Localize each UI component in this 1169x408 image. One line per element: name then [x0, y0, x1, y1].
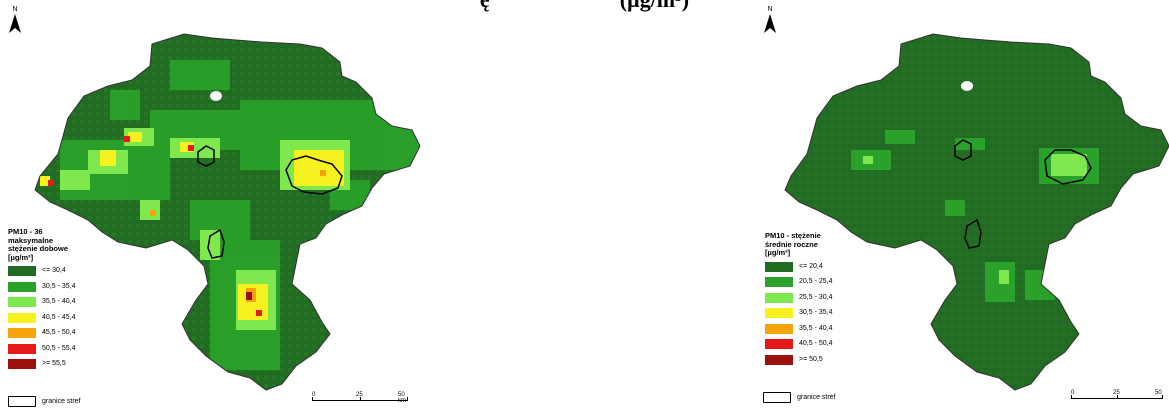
legend-swatch — [765, 292, 793, 303]
legend-item: 50,5 - 55,4 — [8, 343, 78, 355]
legend-item: 25,5 - 30,4 — [765, 292, 835, 304]
north-label: N — [767, 6, 773, 13]
legend-item: <= 20,4 — [765, 261, 835, 273]
legend-label: <= 20,4 — [799, 262, 823, 270]
right-map-raster — [785, 34, 1169, 390]
legend-item: 30,5 - 35,4 — [765, 308, 835, 319]
legend-swatch — [8, 266, 36, 277]
right-zone-legend: granice stref — [763, 392, 836, 403]
legend-item: 35,5 - 40,4 — [765, 323, 835, 335]
legend-swatch — [765, 354, 793, 365]
legend-item: 40,5 - 45,4 — [8, 312, 78, 324]
legend-label: 50,5 - 55,4 — [42, 344, 76, 352]
left-legend-title: PM10 - 36 maksymalne stężenie dobowe [µg… — [8, 227, 78, 262]
north-arrow-right: N — [760, 6, 780, 34]
legend-item: >= 50,5 — [765, 354, 835, 366]
right-map-svg — [784, 33, 1169, 391]
north-label: N — [12, 6, 18, 13]
legend-item: 40,5 - 50,4 — [765, 339, 835, 350]
legend-label: 40,5 - 50,4 — [799, 340, 833, 347]
legend-label: 35,5 - 40,4 — [42, 298, 76, 305]
right-map-panel: N — [585, 0, 1169, 408]
legend-label: 35,5 - 40,4 — [799, 324, 833, 332]
left-legend: PM10 - 36 maksymalne stężenie dobowe [µg… — [8, 227, 78, 375]
left-map-panel: N — [5, 6, 421, 407]
figure-title: ę (µg/m³) — [0, 0, 1169, 12]
title-right-fragment: (µg/m³) — [620, 0, 689, 12]
legend-swatch — [8, 312, 36, 323]
legend-swatch — [765, 277, 793, 288]
legend-title-line: maksymalne — [8, 235, 54, 245]
legend-swatch — [765, 323, 793, 334]
left-map-raster — [35, 34, 420, 390]
zone-label: granice stref — [42, 398, 81, 405]
legend-label: 40,5 - 45,4 — [42, 313, 76, 321]
zone-boundary-swatch — [8, 396, 36, 407]
north-arrow-icon — [764, 14, 776, 33]
scale-label: 25 — [1113, 390, 1120, 396]
legend-title-line: średnie roczne — [765, 239, 818, 249]
north-arrow-left: N — [5, 6, 25, 34]
legend-label: >= 55,5 — [42, 360, 66, 367]
legend-unit: [µg/m³] — [765, 248, 791, 257]
legend-label: 25,5 - 30,4 — [799, 293, 833, 301]
zone-label: granice stref — [797, 394, 836, 401]
legend-swatch — [765, 261, 793, 272]
left-map-svg — [33, 33, 421, 391]
scale-label: 0 — [1071, 390, 1075, 396]
scale-label: 50 km — [398, 392, 406, 404]
scale-label: 0 — [312, 392, 316, 398]
scale-label: 50 — [1155, 390, 1162, 396]
legend-title-line: PM10 - stężenie — [765, 231, 821, 240]
legend-item: 30,5 - 35,4 — [8, 281, 78, 293]
legend-swatch — [765, 339, 793, 350]
scale-label: 25 — [356, 392, 363, 398]
legend-label: <= 30,4 — [42, 267, 66, 274]
legend-swatch — [8, 359, 36, 370]
legend-item: 45,5 - 50,4 — [8, 328, 78, 339]
legend-label: 20,5 - 25,4 — [799, 278, 833, 285]
left-scale-bar: 0 25 50 km — [312, 392, 408, 406]
legend-title-line: stężenie dobowe — [8, 244, 69, 253]
legend-swatch — [8, 281, 36, 292]
legend-title-line: PM10 - 36 — [8, 227, 43, 236]
legend-item: >= 55,5 — [8, 359, 78, 370]
legend-item: 35,5 - 40,4 — [8, 297, 78, 308]
legend-swatch — [765, 308, 793, 319]
left-zone-legend: granice stref — [8, 396, 81, 407]
legend-unit: [µg/m³] — [8, 252, 34, 262]
zone-boundary-swatch — [763, 392, 791, 403]
right-scale-bar: 0 25 50 — [1071, 390, 1163, 404]
legend-swatch — [8, 343, 36, 354]
legend-swatch — [8, 328, 36, 339]
title-left-fragment: ę — [480, 0, 490, 12]
north-arrow-icon — [9, 14, 21, 33]
legend-label: 45,5 - 50,4 — [42, 329, 76, 336]
legend-label: >= 50,5 — [799, 355, 823, 363]
legend-item: 20,5 - 25,4 — [765, 277, 835, 288]
legend-swatch — [8, 297, 36, 308]
legend-label: 30,5 - 35,4 — [42, 282, 76, 290]
right-legend: PM10 - stężenie średnie roczne [µg/m³] <… — [765, 231, 835, 370]
legend-item: <= 30,4 — [8, 266, 78, 277]
right-legend-title: PM10 - stężenie średnie roczne [µg/m³] — [765, 231, 835, 258]
legend-label: 30,5 - 35,4 — [799, 309, 833, 316]
